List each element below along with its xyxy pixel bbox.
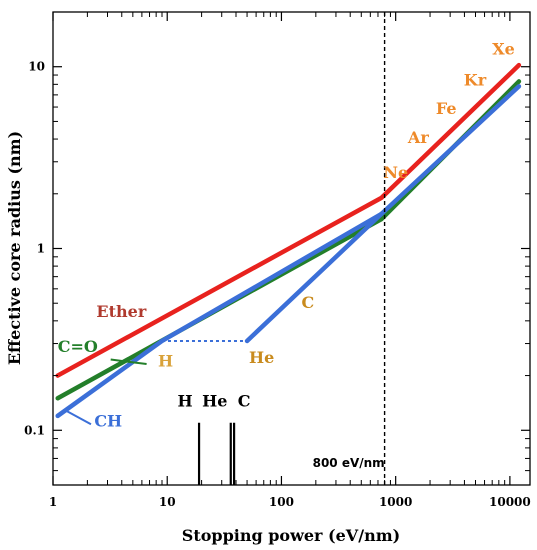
bar-label-c: C [238, 392, 251, 411]
x-tick-label: 10 [159, 495, 176, 509]
leader-ch [63, 408, 92, 426]
x-tick-label: 10000 [489, 495, 531, 509]
annotation-c-o: C=O [58, 337, 98, 356]
x-tick-label: 100 [269, 495, 294, 509]
y-axis-label: Effective core radius (nm) [5, 131, 24, 365]
labels-layer: H He C Ether C=O CH H He C Ne Ar Fe Kr Xe [58, 39, 515, 430]
annotation-ar: Ar [407, 128, 429, 147]
annotation-ether: Ether [96, 302, 146, 321]
annotation-ne: Ne [383, 163, 408, 182]
leader-c-o [110, 358, 147, 366]
y-tick-label: 1 [37, 242, 45, 256]
annotation-xe: Xe [492, 39, 515, 58]
series-line-ch-segment [244, 211, 384, 344]
x-tick-label: 1000 [379, 495, 412, 509]
ticks-layer: 1 10 100 1000 10000 0.1 1 10 [24, 11, 531, 509]
x-tick-label: 1 [49, 495, 57, 509]
bar-label-he: He [202, 392, 227, 411]
y-tick-label: 10 [28, 60, 45, 74]
annotation-kr: Kr [464, 70, 487, 89]
x-axis-label: Stopping power (eV/nm) [182, 526, 400, 545]
y-tick-label: 0.1 [24, 423, 45, 437]
annotation-he: He [249, 348, 274, 367]
bar-label-h: H [177, 392, 192, 411]
series-line-ether [55, 62, 522, 378]
reference-line-label: 800 eV/nm [313, 456, 385, 470]
series-layer [55, 62, 522, 419]
annotation-h: H [158, 351, 173, 370]
annotation-fe: Fe [436, 99, 457, 118]
annotation-ch: CH [94, 411, 122, 430]
marks-layer: 800 eV/nm [63, 12, 386, 485]
series-line-ch [55, 84, 522, 419]
annotation-c: C [302, 293, 315, 312]
